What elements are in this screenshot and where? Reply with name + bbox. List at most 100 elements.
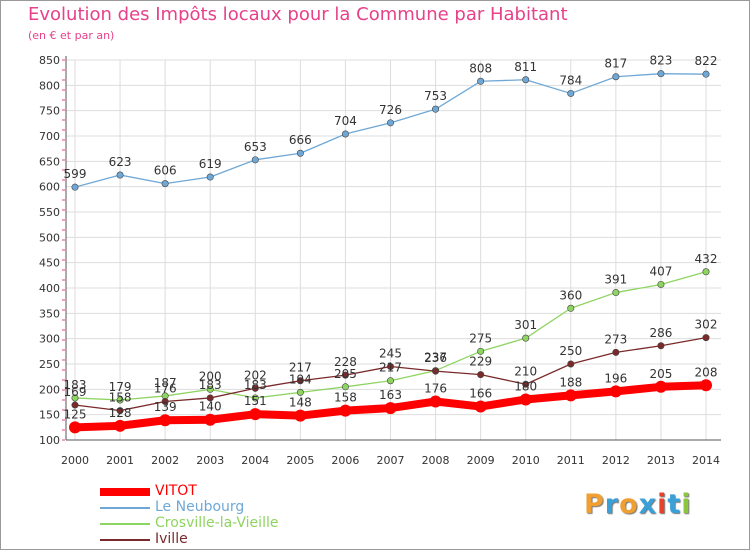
data-label: 183: [244, 378, 267, 392]
x-tick-label: 2014: [692, 454, 720, 467]
data-point: [341, 130, 349, 138]
x-tick-label: 2004: [241, 454, 269, 467]
data-point: [657, 342, 665, 350]
y-tick-label: 600: [39, 181, 60, 194]
x-tick-label: 2006: [331, 454, 359, 467]
data-point: [474, 400, 487, 413]
data-label: 301: [514, 318, 537, 332]
chart-subtitle: (en € et par an): [28, 29, 115, 42]
y-tick-label: 250: [39, 358, 60, 371]
data-label: 183: [64, 378, 87, 392]
data-label: 811: [514, 60, 537, 74]
x-axis-ticks: 2000 2001 2002 2003 2004 2005 2006 2007 2008 2009…: [61, 454, 720, 467]
y-tick-label: 350: [39, 307, 60, 320]
data-label: 808: [469, 61, 492, 75]
data-point: [522, 76, 530, 84]
data-point: [204, 413, 217, 426]
data-point: [116, 171, 124, 179]
data-point: [522, 334, 530, 342]
data-label: 158: [334, 391, 357, 405]
data-label: 139: [154, 400, 177, 414]
data-point: [161, 180, 169, 188]
data-label: 606: [154, 164, 177, 178]
x-tick-label: 2000: [61, 454, 89, 467]
data-point: [654, 380, 667, 393]
data-label: 704: [334, 114, 357, 128]
y-tick-label: 750: [39, 105, 60, 118]
legend-label: Iville: [155, 531, 188, 547]
legend-swatch: [100, 523, 150, 525]
x-tick-label: 2002: [151, 454, 179, 467]
data-point: [612, 348, 620, 356]
data-label: 166: [469, 387, 492, 401]
data-label: 623: [109, 155, 132, 169]
logo-letter: o: [619, 489, 639, 520]
data-label: 273: [604, 332, 627, 346]
data-point: [432, 367, 440, 375]
data-point: [564, 389, 577, 402]
logo-letter: x: [638, 489, 658, 520]
data-label: 228: [334, 355, 357, 369]
y-tick-label: 100: [39, 434, 60, 447]
legend-swatch: [100, 488, 150, 496]
data-point: [251, 156, 259, 164]
data-point: [386, 363, 394, 371]
data-label: 432: [695, 252, 718, 266]
data-label: 784: [559, 73, 582, 87]
data-label: 163: [379, 388, 402, 402]
data-point: [161, 397, 169, 405]
x-tick-label: 2009: [467, 454, 495, 467]
data-label: 140: [199, 400, 222, 414]
legend-item: Crosville-la-Vieille: [100, 516, 360, 532]
data-label: 407: [649, 264, 672, 278]
data-label: 237: [424, 351, 447, 365]
legend-swatch: [100, 539, 150, 541]
data-point: [567, 360, 575, 368]
data-label: 653: [244, 140, 267, 154]
data-label: 183: [199, 378, 222, 392]
legend: VITOT Le Neubourg Crosville-la-Vieille Ivil…: [100, 484, 360, 548]
y-tick-label: 700: [39, 130, 60, 143]
data-point: [339, 404, 352, 417]
logo-letter: t: [667, 489, 682, 520]
x-tick-label: 2001: [106, 454, 134, 467]
data-label: 208: [695, 365, 718, 379]
data-label: 391: [604, 273, 627, 287]
data-label: 817: [604, 57, 627, 71]
series-layer: [69, 70, 712, 434]
y-tick-label: 450: [39, 257, 60, 270]
data-point: [702, 268, 710, 276]
data-point: [477, 77, 485, 85]
data-point: [702, 70, 710, 78]
data-point: [477, 371, 485, 379]
logo-letter: i: [681, 489, 692, 520]
data-label: 666: [289, 133, 312, 147]
chart-title: Evolution des Impôts locaux pour la Comm…: [28, 4, 568, 25]
legend-item: VITOT: [100, 484, 360, 500]
data-label: 202: [244, 368, 267, 382]
data-label: 599: [64, 167, 87, 181]
legend-label: Crosville-la-Vieille: [155, 515, 279, 531]
data-label: 187: [154, 376, 177, 390]
data-point: [702, 334, 710, 342]
data-label: 196: [604, 371, 627, 385]
data-label: 250: [559, 344, 582, 358]
x-tick-label: 2007: [377, 454, 405, 467]
data-label: 148: [289, 396, 312, 410]
data-point: [657, 280, 665, 288]
data-point: [71, 183, 79, 191]
x-tick-label: 2011: [557, 454, 585, 467]
data-label: 286: [649, 326, 672, 340]
logo-letter: r: [604, 489, 620, 520]
data-label: 205: [334, 367, 357, 381]
data-point: [384, 402, 397, 415]
data-point: [519, 393, 532, 406]
data-point: [294, 409, 307, 422]
grid: [62, 56, 721, 441]
x-tick-label: 2010: [512, 454, 540, 467]
data-label: 619: [199, 157, 222, 171]
data-label: 176: [154, 381, 177, 395]
data-label: 753: [424, 89, 447, 103]
data-label: 151: [244, 394, 267, 408]
